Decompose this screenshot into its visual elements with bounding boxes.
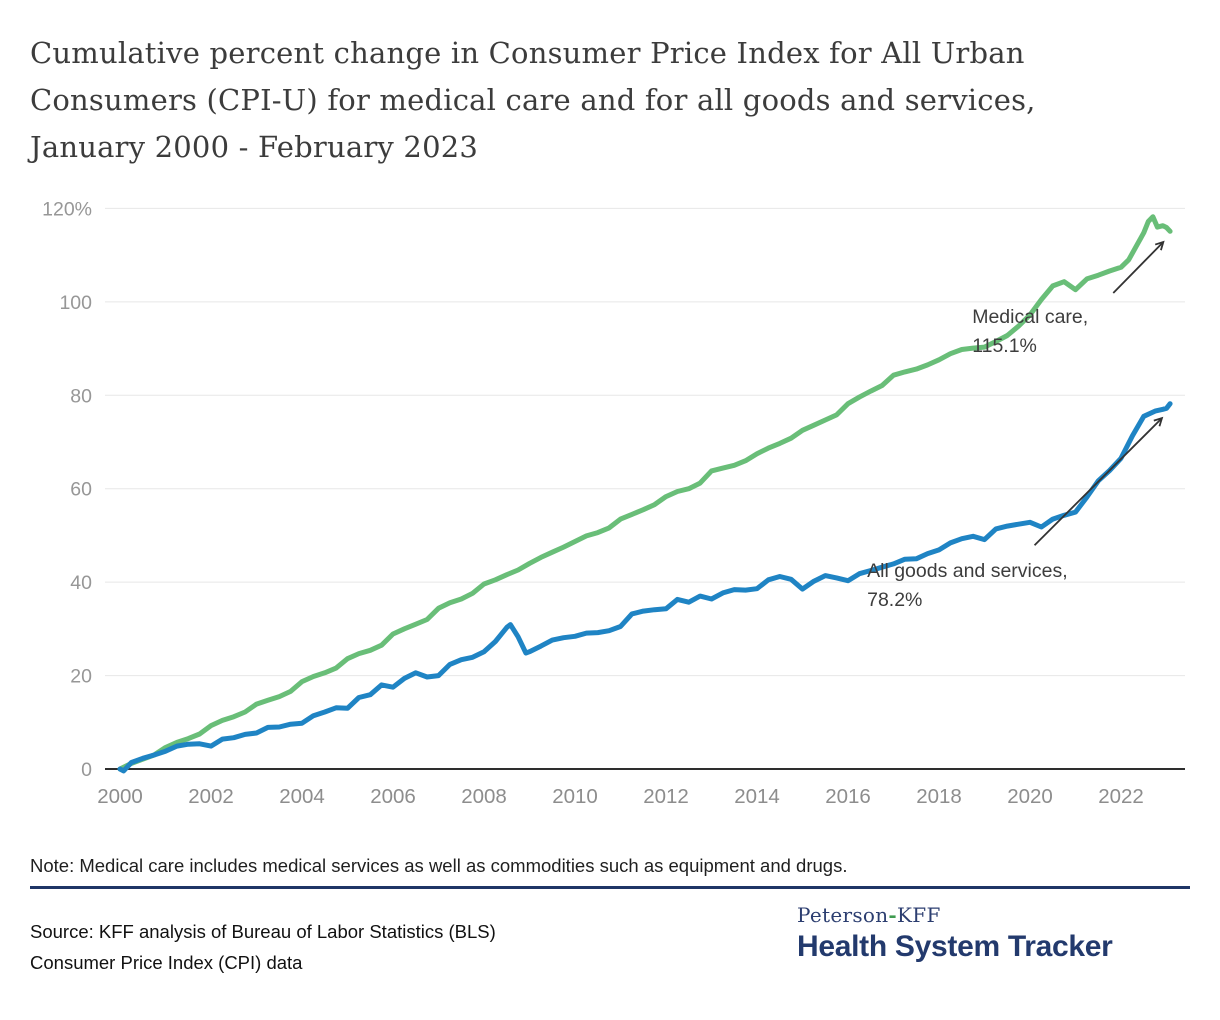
annotation-layer: Medical care, 115.1% All goods and service… bbox=[867, 240, 1165, 611]
divider-line bbox=[30, 886, 1190, 889]
grid-layer: 0 20 40 60 80 100 120% 2000 2002 2004 2006 2008 2010… bbox=[42, 198, 1185, 808]
x-tick-label: 2020 bbox=[1007, 785, 1053, 808]
x-tick-label: 2008 bbox=[461, 785, 507, 808]
x-tick-label: 2004 bbox=[279, 785, 325, 808]
peterson-kff-logo: Peterson-KFF Health System Tracker bbox=[797, 903, 1113, 964]
y-tick-label: 0 bbox=[81, 759, 92, 781]
note-text: Note: Medical care includes medical serv… bbox=[30, 855, 848, 876]
chart-title-line-1: Cumulative percent change in Consumer Pr… bbox=[30, 36, 1025, 70]
y-tick-label: 100 bbox=[59, 292, 92, 314]
annotation-label-medical-care: Medical care, bbox=[972, 306, 1088, 328]
x-tick-label: 2000 bbox=[97, 785, 143, 808]
logo-health-system-tracker: Health System Tracker bbox=[797, 930, 1113, 963]
y-tick-label: 80 bbox=[70, 385, 92, 407]
chart-title: Cumulative percent change in Consumer Pr… bbox=[30, 30, 1190, 171]
x-tick-label: 2022 bbox=[1098, 785, 1144, 808]
annotation-label-all-goods-and-services: All goods and services, bbox=[867, 560, 1068, 582]
annotation-label-medical-care: 115.1% bbox=[972, 335, 1037, 357]
annotation-label-all-goods-and-services: 78.2% bbox=[867, 589, 922, 611]
x-tick-label: 2006 bbox=[370, 785, 416, 808]
y-tick-label: 120% bbox=[42, 198, 92, 220]
y-tick-label: 60 bbox=[70, 479, 92, 501]
x-tick-label: 2002 bbox=[188, 785, 234, 808]
source-line-1: Source: KFF analysis of Bureau of Labor … bbox=[30, 921, 496, 942]
x-tick-label: 2010 bbox=[552, 785, 598, 808]
logo-peterson-kff: Peterson-KFF bbox=[797, 903, 1113, 927]
source-text: Source: KFF analysis of Bureau of Labor … bbox=[30, 916, 496, 978]
series-line-all-goods-and-services bbox=[117, 401, 1173, 774]
series-line-medical-care bbox=[117, 214, 1173, 772]
logo-suffix: KFF bbox=[897, 903, 941, 927]
y-tick-label: 40 bbox=[70, 572, 92, 594]
x-tick-label: 2014 bbox=[734, 785, 780, 808]
source-line-2: Consumer Price Index (CPI) data bbox=[30, 952, 303, 973]
chart-title-line-3: January 2000 - February 2023 bbox=[30, 130, 479, 164]
x-tick-label: 2018 bbox=[916, 785, 962, 808]
x-tick-label: 2016 bbox=[825, 785, 871, 808]
x-tick-label: 2012 bbox=[643, 785, 689, 808]
y-tick-label: 20 bbox=[70, 666, 92, 688]
series-layer bbox=[117, 214, 1173, 774]
annotation-arrow-medical-care bbox=[1112, 240, 1165, 294]
logo-prefix: Peterson bbox=[797, 903, 889, 927]
annotation-arrow-all-goods-and-services bbox=[1033, 416, 1164, 546]
logo-separator: - bbox=[888, 903, 898, 927]
chart-title-line-2: Consumers (CPI-U) for medical care and f… bbox=[30, 83, 1036, 117]
